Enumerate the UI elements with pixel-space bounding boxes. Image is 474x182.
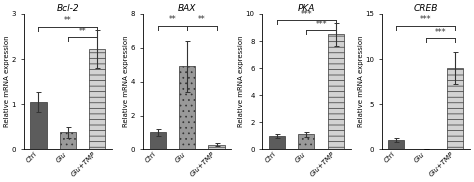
Bar <box>447 68 463 149</box>
Bar <box>388 140 404 149</box>
Text: **: ** <box>79 27 86 36</box>
Text: ***: *** <box>435 28 446 37</box>
Text: **: ** <box>169 15 176 24</box>
Text: ***: *** <box>420 15 431 24</box>
Bar <box>89 49 105 149</box>
Text: ***: *** <box>301 10 312 19</box>
Text: **: ** <box>64 16 72 25</box>
Bar <box>179 66 195 149</box>
Bar <box>60 132 76 149</box>
Y-axis label: Relative mRNA expression: Relative mRNA expression <box>238 36 244 127</box>
Y-axis label: Relative mRNA expression: Relative mRNA expression <box>123 36 129 127</box>
Y-axis label: Relative mRNA expression: Relative mRNA expression <box>4 36 10 127</box>
Bar <box>30 102 46 149</box>
Text: **: ** <box>198 15 206 24</box>
Title: Bcl-2: Bcl-2 <box>56 4 79 13</box>
Title: PKA: PKA <box>298 4 315 13</box>
Bar <box>298 134 314 149</box>
Bar <box>209 145 225 149</box>
Text: ***: *** <box>315 20 327 29</box>
Bar <box>269 136 285 149</box>
Title: BAX: BAX <box>178 4 196 13</box>
Y-axis label: Relative mRNA expression: Relative mRNA expression <box>357 36 364 127</box>
Bar <box>150 132 166 149</box>
Title: CREB: CREB <box>413 4 438 13</box>
Bar <box>328 34 344 149</box>
